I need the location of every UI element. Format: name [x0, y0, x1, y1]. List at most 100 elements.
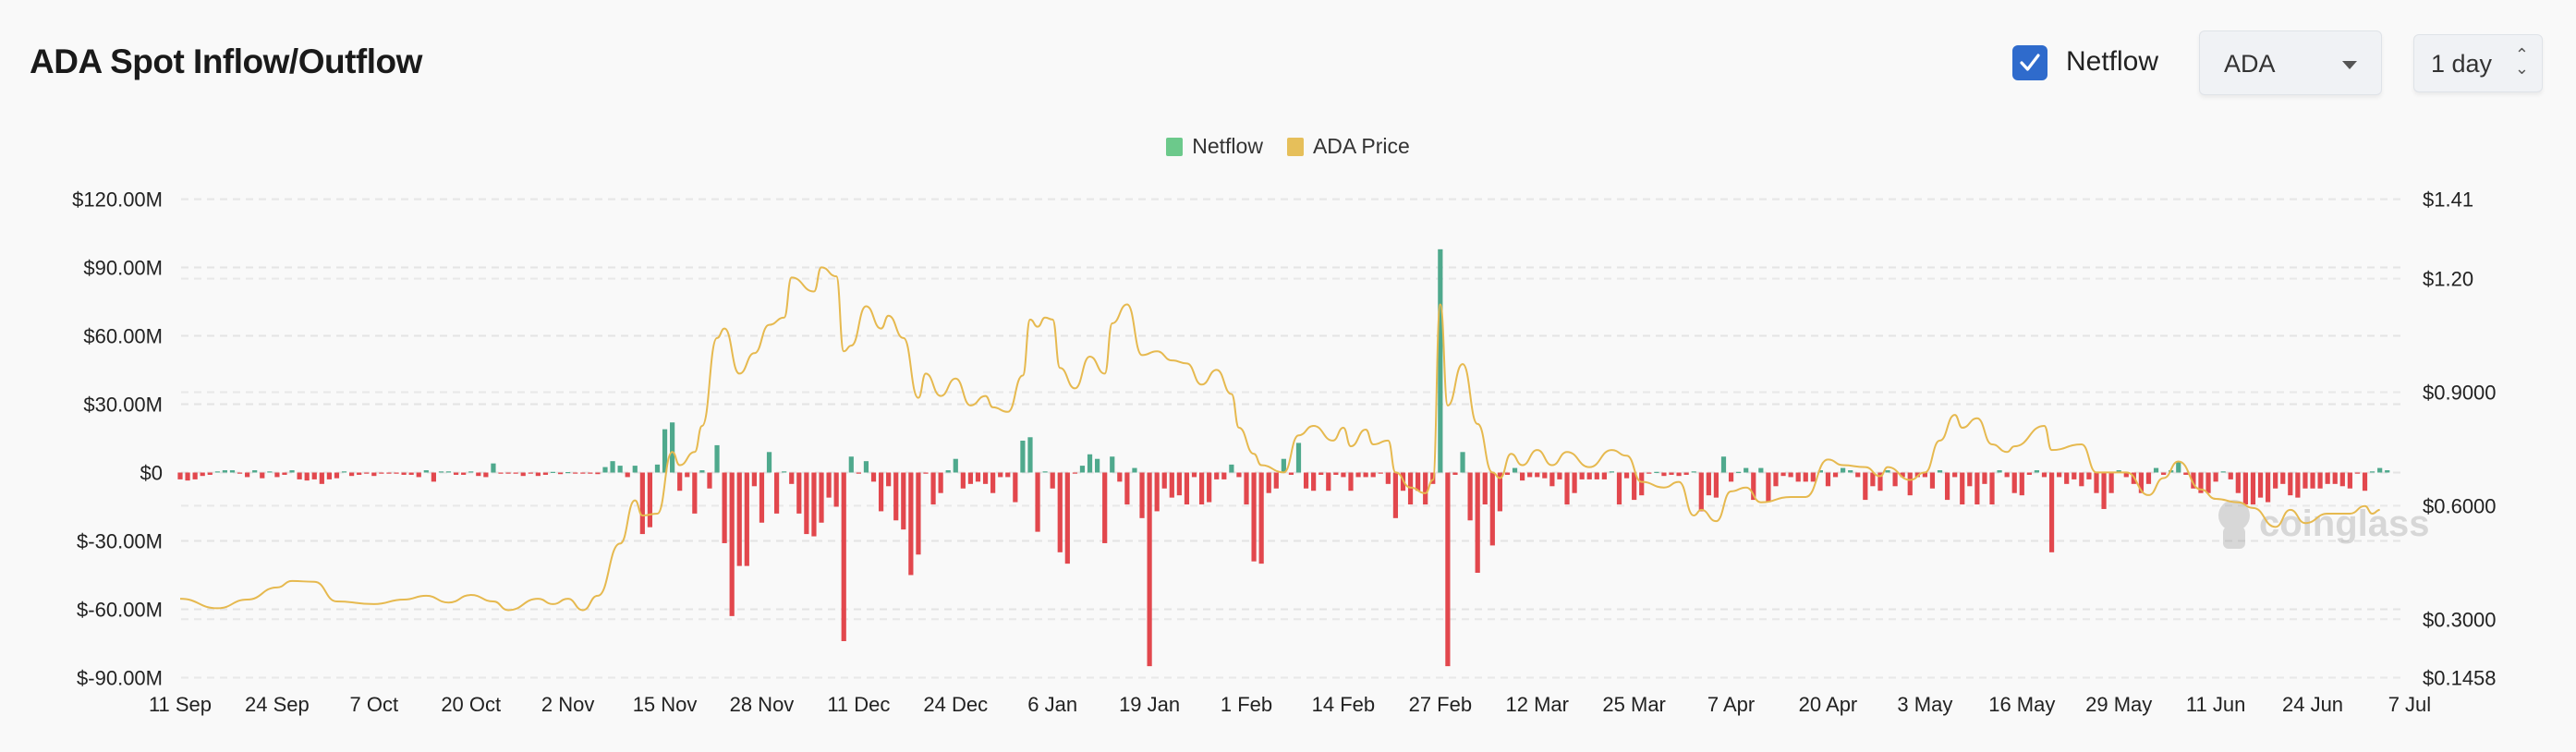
netflow-bar-inflow: [1095, 458, 1100, 473]
netflow-bar-outflow: [2242, 472, 2248, 505]
netflow-bar-outflow: [326, 472, 332, 479]
interval-select[interactable]: 1 day ⌃ ⌄: [2413, 34, 2543, 92]
netflow-bar-inflow: [1027, 437, 1033, 473]
netflow-bar-outflow: [1535, 472, 1540, 478]
netflow-bar-outflow: [2145, 472, 2152, 484]
x-axis-tick-label: 20 Apr: [1799, 693, 1858, 716]
netflow-bar-outflow: [1050, 472, 1055, 489]
netflow-bar-outflow: [2303, 472, 2308, 489]
netflow-bar-inflow: [610, 461, 615, 473]
netflow-bar-outflow: [1273, 472, 1279, 489]
netflow-bar-outflow: [311, 472, 317, 479]
netflow-bar-outflow: [588, 472, 593, 474]
netflow-bar-outflow: [1482, 472, 1488, 505]
netflow-bar-inflow: [289, 470, 295, 473]
netflow-bar-outflow: [1832, 472, 1839, 478]
netflow-bar-outflow: [1900, 472, 1905, 478]
netflow-bar-outflow: [923, 472, 929, 474]
netflow-bar-inflow: [252, 470, 258, 473]
x-axis-tick-label: 11 Sep: [149, 693, 212, 716]
netflow-bar-inflow: [2220, 471, 2226, 473]
netflow-bar-outflow: [1586, 472, 1592, 479]
netflow-bar-outflow: [1072, 472, 1077, 474]
netflow-bar-outflow: [930, 472, 936, 505]
netflow-bar-outflow: [1198, 472, 1205, 505]
netflow-bar-outflow: [1416, 472, 1421, 491]
netflow-bar-inflow: [1042, 471, 1048, 473]
netflow-bar-outflow: [990, 472, 996, 493]
netflow-bar-inflow: [491, 463, 496, 473]
netflow-bar-outflow: [297, 472, 302, 479]
netflow-bar-outflow: [826, 472, 832, 498]
netflow-bar-outflow: [1527, 472, 1533, 478]
x-axis-tick-label: 14 Feb: [1312, 693, 1376, 716]
netflow-bar-outflow: [1542, 472, 1548, 479]
netflow-bar-outflow: [513, 472, 518, 474]
netflow-bar-outflow: [2257, 472, 2264, 498]
netflow-bar-outflow: [722, 472, 727, 543]
netflow-bar-outflow: [542, 472, 549, 475]
netflow-bar-outflow: [2041, 472, 2047, 478]
netflow-bar-outflow: [1706, 472, 1711, 496]
page-title: ADA Spot Inflow/Outflow: [30, 42, 422, 80]
netflow-bar-inflow: [1758, 467, 1764, 473]
netflow-bar-outflow: [1907, 472, 1913, 496]
netflow-bar-inflow: [1132, 467, 1137, 473]
netflow-bar-outflow: [1646, 472, 1652, 474]
legend-item-netflow[interactable]: Netflow: [1166, 134, 1263, 159]
legend-label-price: ADA Price: [1312, 134, 1410, 158]
netflow-bar-outflow: [2161, 472, 2167, 475]
netflow-bar-outflow: [505, 472, 511, 474]
x-axis-tick-label: 25 Mar: [1602, 693, 1665, 716]
netflow-bar-outflow: [1877, 472, 1883, 491]
netflow-bar-outflow: [1676, 472, 1682, 477]
netflow-bar-outflow: [1557, 472, 1562, 479]
netflow-bar-inflow: [766, 452, 772, 473]
netflow-bar-outflow: [1751, 472, 1756, 501]
svg-text:coinglass: coinglass: [2259, 503, 2430, 544]
netflow-bar-inflow: [1512, 467, 1518, 473]
netflow-bar-inflow: [1460, 452, 1465, 473]
right-axis-tick-label: $0.9000: [2423, 381, 2497, 404]
netflow-bar-outflow: [2026, 472, 2032, 475]
netflow-bar-outflow: [789, 472, 795, 484]
netflow-bar-outflow: [1475, 472, 1480, 574]
netflow-bar-inflow: [953, 458, 958, 473]
netflow-bar-inflow: [445, 471, 452, 473]
netflow-bar-outflow: [1855, 472, 1861, 478]
netflow-bar-outflow: [1139, 472, 1145, 518]
netflow-bar-outflow: [1423, 472, 1428, 505]
price-line: [179, 266, 2380, 612]
netflow-bar-inflow: [1817, 470, 1823, 473]
netflow-checkbox[interactable]: [2012, 45, 2047, 80]
netflow-bar-outflow: [982, 472, 989, 484]
netflow-bar-outflow: [2072, 472, 2077, 479]
netflow-bar-outflow: [878, 472, 884, 512]
netflow-bar-inflow: [670, 422, 675, 473]
netflow-checkbox-label[interactable]: Netflow: [2066, 46, 2159, 77]
netflow-bar-outflow: [2339, 472, 2345, 487]
netflow-bar-outflow: [1766, 472, 1771, 503]
netflow-bar-outflow: [2101, 472, 2107, 509]
chart-legend: Netflow ADA Price: [0, 134, 2576, 159]
checkmark-icon: [2020, 54, 2040, 71]
netflow-bar-inflow: [1110, 456, 1115, 473]
netflow-bar-outflow: [1803, 472, 1808, 482]
netflow-bar-outflow: [2019, 472, 2024, 496]
netflow-bar-outflow: [2332, 472, 2338, 484]
netflow-bar-outflow: [1013, 472, 1018, 503]
netflow-bar-outflow: [1549, 472, 1555, 487]
coin-select[interactable]: ADA: [2199, 30, 2382, 95]
x-axis-tick-label: 11 Jun: [2186, 693, 2245, 716]
netflow-bar-inflow: [699, 470, 705, 473]
x-axis-tick-label: 7 Jul: [2388, 693, 2431, 716]
netflow-bar-outflow: [938, 472, 943, 493]
right-axis-tick-label: $0.6000: [2423, 494, 2497, 517]
netflow-bar-outflow: [200, 472, 205, 477]
netflow-bar-outflow: [1117, 472, 1123, 482]
legend-item-price[interactable]: ADA Price: [1286, 134, 1410, 159]
netflow-bar-outflow: [408, 472, 414, 475]
netflow-bar-outflow: [1124, 472, 1130, 505]
netflow-bar-inflow: [714, 444, 720, 473]
